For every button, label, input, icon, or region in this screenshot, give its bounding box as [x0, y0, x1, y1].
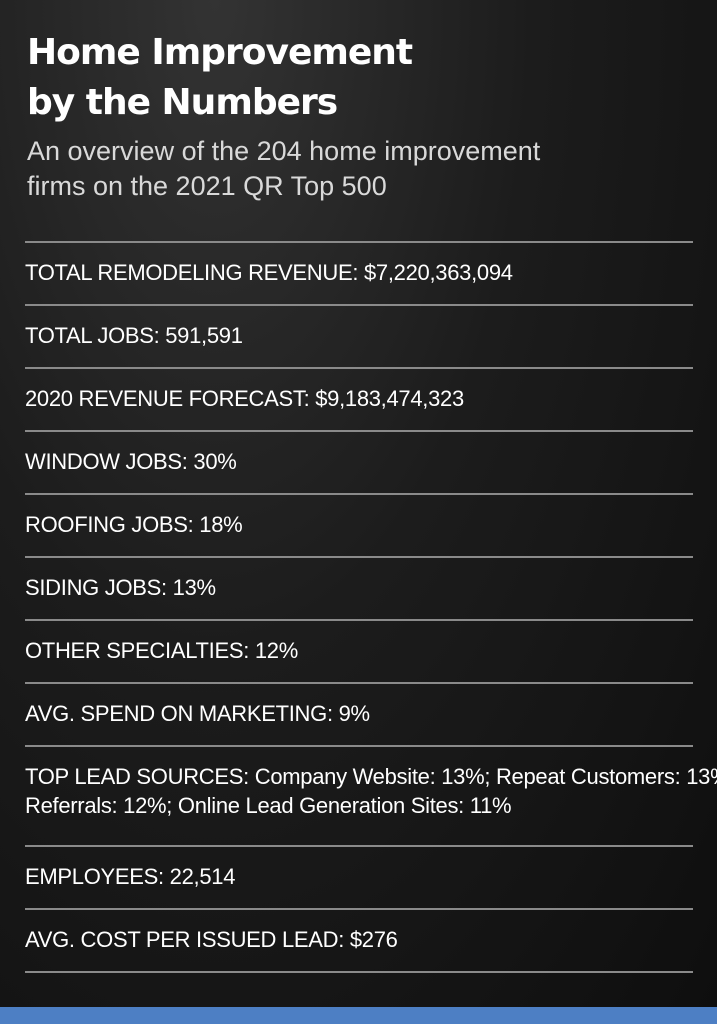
subtitle-line-2: firms on the 2021 QR Top 500: [27, 171, 387, 201]
title-line-1: Home Improvement: [27, 32, 413, 73]
stat-total-remodeling-revenue: TOTAL REMODELING REVENUE: $7,220,363,094: [25, 241, 693, 304]
page-title: Home Improvement by the Numbers: [27, 28, 687, 128]
stat-other-specialties: OTHER SPECIALTIES: 12%: [25, 619, 693, 682]
stat-employees: EMPLOYEES: 22,514: [25, 845, 693, 908]
stat-text: EMPLOYEES: 22,514: [25, 864, 236, 889]
stat-text: TOP LEAD SOURCES: Company Website: 13%; …: [25, 764, 717, 789]
subtitle: An overview of the 204 home improvement …: [27, 134, 687, 204]
stats-list: TOTAL REMODELING REVENUE: $7,220,363,094…: [25, 241, 717, 973]
stat-text: WINDOW JOBS: 30%: [25, 449, 237, 474]
stat-text: TOTAL REMODELING REVENUE: $7,220,363,094: [25, 260, 513, 285]
stat-text: 2020 REVENUE FORECAST: $9,183,474,323: [25, 386, 464, 411]
stat-text: ROOFING JOBS: 18%: [25, 512, 243, 537]
stat-roofing-jobs: ROOFING JOBS: 18%: [25, 493, 693, 556]
stat-text: OTHER SPECIALTIES: 12%: [25, 638, 298, 663]
stat-text: SIDING JOBS: 13%: [25, 575, 216, 600]
stat-revenue-forecast: 2020 REVENUE FORECAST: $9,183,474,323: [25, 367, 693, 430]
stat-total-jobs: TOTAL JOBS: 591,591: [25, 304, 693, 367]
accent-bar: [0, 1007, 717, 1024]
stat-cost-per-lead: AVG. COST PER ISSUED LEAD: $276: [25, 908, 693, 973]
stat-text: AVG. COST PER ISSUED LEAD: $276: [25, 927, 398, 952]
title-line-2: by the Numbers: [27, 82, 338, 123]
stat-text-continued: Referrals: 12%; Online Lead Generation S…: [25, 793, 512, 818]
stat-siding-jobs: SIDING JOBS: 13%: [25, 556, 693, 619]
subtitle-line-1: An overview of the 204 home improvement: [27, 136, 541, 166]
stat-top-lead-sources: TOP LEAD SOURCES: Company Website: 13%; …: [25, 745, 717, 845]
stat-text: TOTAL JOBS: 591,591: [25, 323, 243, 348]
stat-window-jobs: WINDOW JOBS: 30%: [25, 430, 693, 493]
stat-text: AVG. SPEND ON MARKETING: 9%: [25, 701, 370, 726]
stat-marketing-spend: AVG. SPEND ON MARKETING: 9%: [25, 682, 693, 745]
